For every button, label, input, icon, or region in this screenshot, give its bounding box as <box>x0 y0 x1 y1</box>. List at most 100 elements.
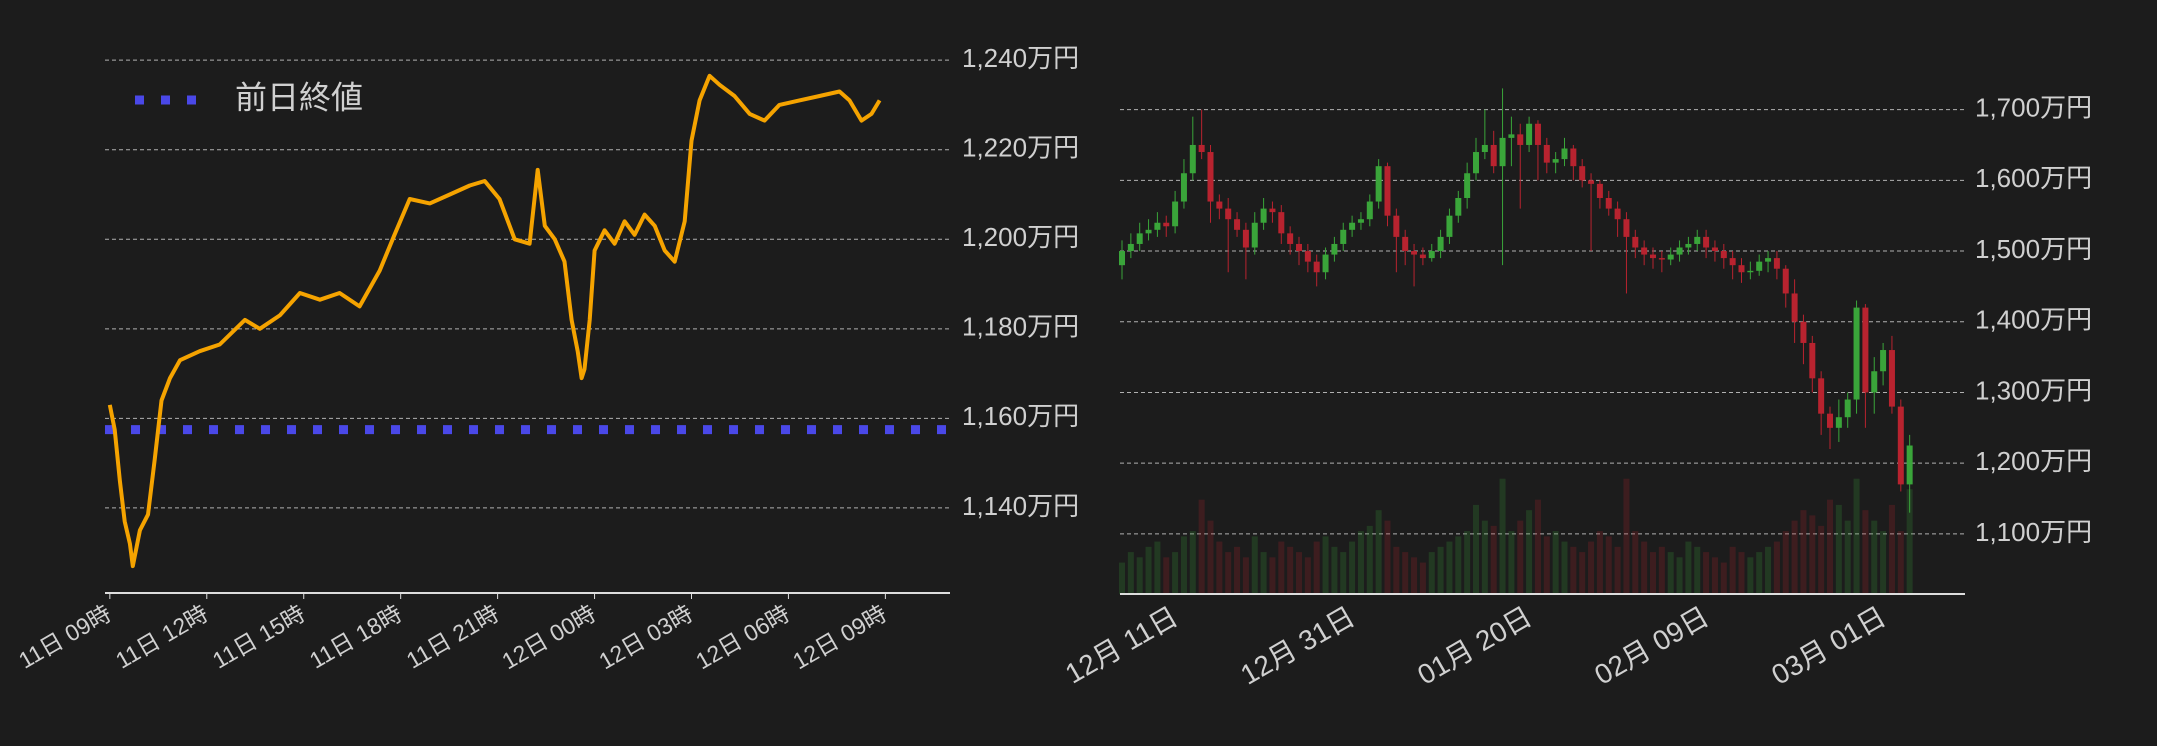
y-tick-label: 1,400万円 <box>1975 305 2092 335</box>
volume-bar <box>1198 499 1205 594</box>
volume-bar <box>1818 525 1825 594</box>
candle-body <box>1269 208 1276 213</box>
candle-body <box>1871 371 1878 393</box>
candle-body <box>1136 233 1143 244</box>
candle-body <box>1357 219 1364 223</box>
candle-body <box>1827 413 1833 428</box>
volume-bar <box>1402 552 1409 594</box>
volume-bar <box>1711 557 1718 594</box>
volume-bar <box>1853 478 1860 594</box>
candle-body <box>1234 219 1241 230</box>
volume-bar <box>1260 552 1267 594</box>
candle-body <box>1623 219 1630 237</box>
volume-bar <box>1827 499 1833 594</box>
volume-bar <box>1720 562 1727 594</box>
volume-bar <box>1473 504 1479 594</box>
volume-bar <box>1888 504 1895 594</box>
candle-body <box>1579 166 1586 181</box>
volume-bar <box>1136 557 1143 594</box>
volume-bar <box>1464 531 1471 594</box>
candle-body <box>1225 208 1232 220</box>
y-tick-label: 1,200万円 <box>1975 446 2092 476</box>
volume-bar <box>1163 557 1170 594</box>
candle-body <box>1189 144 1196 174</box>
candle-body <box>1296 243 1302 252</box>
candle-body <box>1473 152 1479 174</box>
candle-body <box>1570 148 1577 167</box>
candle-body <box>1242 229 1249 248</box>
volume-bar <box>1773 541 1780 594</box>
candle-body <box>1163 222 1170 227</box>
y-tick-label: 1,300万円 <box>1975 375 2092 405</box>
volume-bar <box>1225 552 1232 594</box>
volume-bar <box>1490 525 1497 594</box>
volume-bar <box>1455 536 1462 594</box>
volume-bar <box>1694 546 1701 594</box>
candle-body <box>1411 251 1418 255</box>
candle-body <box>1287 233 1294 244</box>
candle-body <box>1596 183 1603 198</box>
volume-bar <box>1526 510 1533 594</box>
volume-bar <box>1481 520 1488 594</box>
volume-bar <box>1216 541 1223 594</box>
candle-body <box>1304 251 1311 262</box>
volume-bar <box>1411 557 1418 594</box>
candle-body <box>1862 307 1869 393</box>
volume-bar <box>1145 546 1152 594</box>
candle-body <box>1650 254 1656 259</box>
candle-body <box>1782 268 1789 294</box>
volume-bar <box>1596 531 1603 594</box>
y-tick-label: 1,140万円 <box>962 491 1079 521</box>
legend-label: 前日終値 <box>235 79 363 115</box>
candle-body <box>1455 197 1462 216</box>
candle-body <box>1198 144 1205 153</box>
volume-bar <box>1747 557 1754 594</box>
volume-bar <box>1729 546 1736 594</box>
y-tick-label: 1,160万円 <box>962 401 1079 431</box>
candle-body <box>1765 258 1772 262</box>
candle-body <box>1685 243 1692 248</box>
candle-body <box>1729 258 1736 266</box>
candle-body <box>1888 350 1895 407</box>
volume-bar <box>1835 504 1842 594</box>
volume-bar <box>1738 552 1745 594</box>
volume-bar <box>1428 552 1435 594</box>
candle-body <box>1906 445 1913 485</box>
candle-body <box>1437 236 1444 252</box>
candle-body <box>1384 166 1391 216</box>
volume-bar <box>1375 510 1382 594</box>
volume-bar <box>1242 557 1249 594</box>
volume-bar <box>1614 546 1621 594</box>
candle-body <box>1641 247 1648 255</box>
candle-body <box>1605 197 1612 209</box>
y-tick-label: 1,600万円 <box>1975 163 2092 193</box>
candle-body <box>1349 222 1356 230</box>
candle-body <box>1481 144 1488 153</box>
volume-bar <box>1287 546 1294 594</box>
volume-bar <box>1349 541 1356 594</box>
volume-bar <box>1234 546 1241 594</box>
volume-bar <box>1543 536 1550 594</box>
volume-bar <box>1366 525 1373 594</box>
candle-body <box>1207 152 1214 202</box>
y-tick-label: 1,180万円 <box>962 312 1079 342</box>
volume-bar <box>1844 520 1851 594</box>
volume-bar <box>1588 541 1595 594</box>
volume-bar <box>1384 520 1391 594</box>
volume-bar <box>1800 510 1807 594</box>
volume-bar <box>1897 531 1904 594</box>
volume-bar <box>1791 520 1798 594</box>
volume-bar <box>1871 520 1878 594</box>
candle-body <box>1561 148 1568 160</box>
volume-bar <box>1667 552 1674 594</box>
candle-body <box>1172 201 1179 227</box>
volume-bar <box>1127 552 1134 594</box>
candle-body <box>1154 222 1161 230</box>
candle-body <box>1800 321 1807 343</box>
candle-body <box>1331 243 1338 255</box>
candle-body <box>1676 247 1683 255</box>
volume-bar <box>1499 478 1506 594</box>
